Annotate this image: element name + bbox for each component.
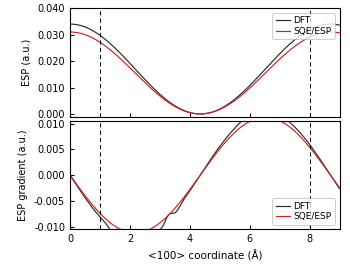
DFT [337, 23, 342, 27]
SQE/ESP [263, 116, 267, 119]
DFT [178, 107, 182, 110]
DFT [83, 25, 88, 29]
DFT [178, 204, 182, 207]
DFT [169, 102, 173, 105]
DFT [131, 239, 135, 242]
Line: SQE/ESP: SQE/ESP [70, 117, 340, 233]
SQE/ESP [83, 194, 88, 198]
DFT [252, 116, 256, 120]
Y-axis label: ESP gradient (a.u.): ESP gradient (a.u.) [19, 129, 28, 221]
DFT [262, 106, 266, 109]
SQE/ESP [179, 199, 183, 202]
DFT [68, 22, 72, 26]
SQE/ESP [198, 112, 202, 115]
SQE/ESP [178, 108, 182, 111]
DFT [179, 108, 183, 111]
Line: DFT: DFT [70, 108, 340, 240]
SQE/ESP [252, 118, 256, 121]
DFT [198, 112, 202, 115]
DFT [252, 79, 256, 83]
SQE/ESP [169, 102, 173, 106]
SQE/ESP [178, 200, 182, 204]
Line: SQE/ESP: SQE/ESP [70, 32, 340, 114]
SQE/ESP [179, 108, 183, 111]
SQE/ESP [337, 31, 342, 35]
DFT [337, 187, 342, 190]
SQE/ESP [68, 174, 72, 177]
X-axis label: <100> coordinate (Å): <100> coordinate (Å) [147, 250, 262, 261]
DFT [83, 197, 88, 200]
Y-axis label: ESP (a.u.): ESP (a.u.) [22, 39, 32, 86]
Legend: DFT, SQE/ESP: DFT, SQE/ESP [273, 198, 335, 225]
SQE/ESP [169, 211, 173, 214]
DFT [125, 234, 130, 238]
SQE/ESP [125, 64, 130, 67]
SQE/ESP [337, 186, 342, 189]
Line: DFT: DFT [70, 24, 340, 114]
SQE/ESP [125, 230, 130, 234]
DFT [179, 202, 183, 205]
SQE/ESP [83, 33, 88, 36]
Legend: DFT, SQE/ESP: DFT, SQE/ESP [273, 13, 335, 39]
DFT [125, 59, 130, 63]
SQE/ESP [68, 30, 72, 34]
DFT [169, 212, 173, 215]
SQE/ESP [252, 82, 256, 86]
DFT [68, 174, 72, 177]
SQE/ESP [133, 231, 137, 235]
